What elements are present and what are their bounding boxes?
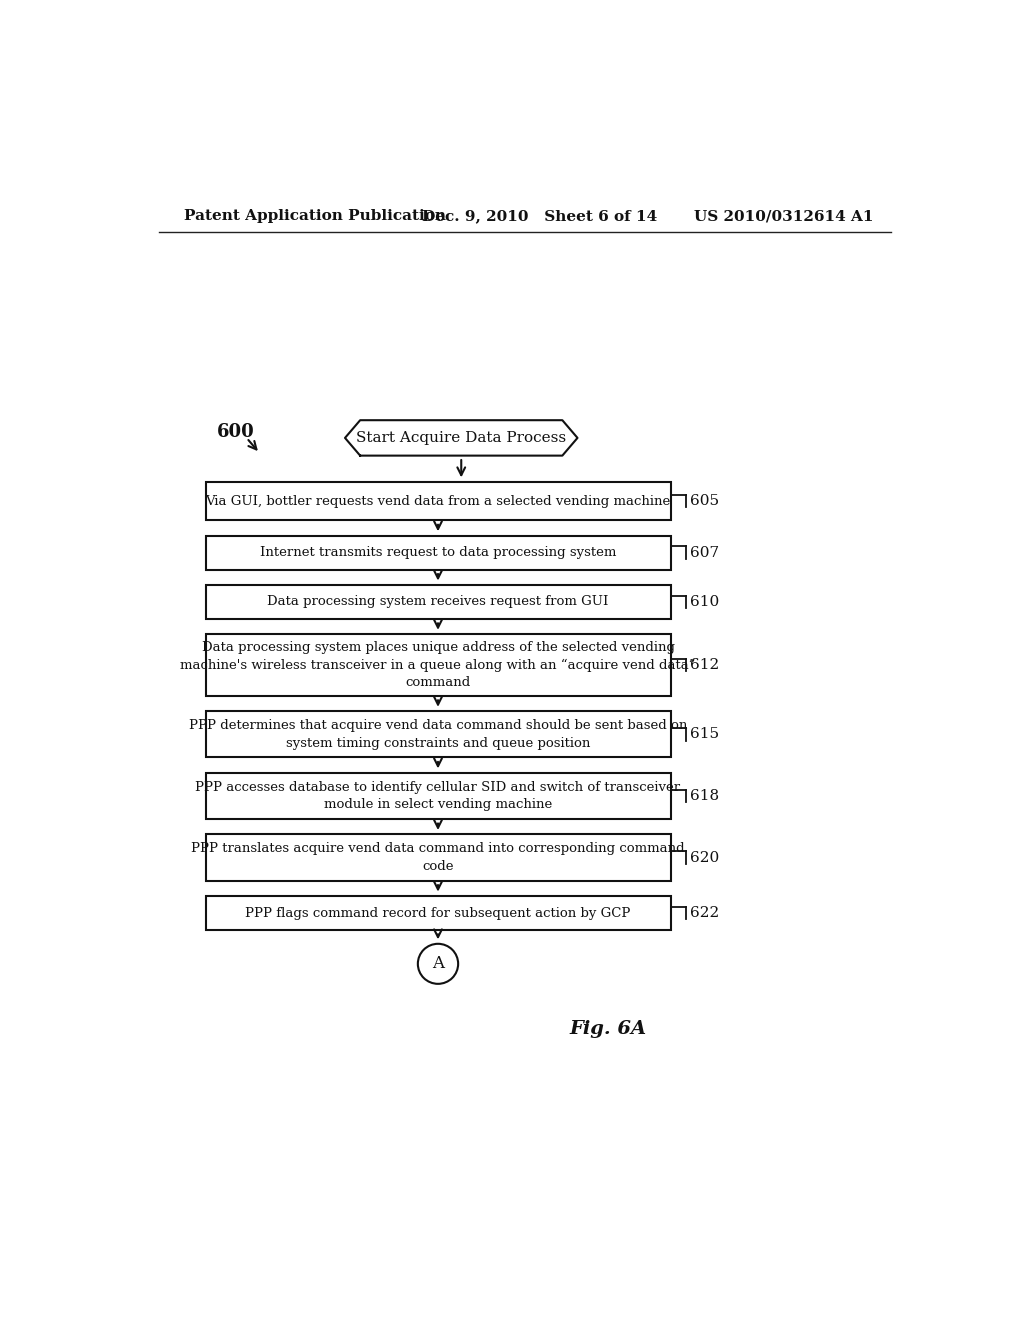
Text: 610: 610 <box>690 595 719 609</box>
Text: PPP flags command record for subsequent action by GCP: PPP flags command record for subsequent … <box>246 907 631 920</box>
Text: Internet transmits request to data processing system: Internet transmits request to data proce… <box>260 546 616 560</box>
FancyBboxPatch shape <box>206 585 671 619</box>
Text: US 2010/0312614 A1: US 2010/0312614 A1 <box>693 209 873 223</box>
Text: 622: 622 <box>690 906 719 920</box>
Text: Dec. 9, 2010   Sheet 6 of 14: Dec. 9, 2010 Sheet 6 of 14 <box>423 209 657 223</box>
FancyBboxPatch shape <box>206 711 671 758</box>
Text: 607: 607 <box>690 545 719 560</box>
Text: Patent Application Publication: Patent Application Publication <box>183 209 445 223</box>
Text: 605: 605 <box>690 494 719 508</box>
FancyBboxPatch shape <box>206 896 671 929</box>
Text: Data processing system places unique address of the selected vending
machine's w: Data processing system places unique add… <box>180 642 695 689</box>
Text: 620: 620 <box>690 850 719 865</box>
Text: Data processing system receives request from GUI: Data processing system receives request … <box>267 595 608 609</box>
Text: PPP translates acquire vend data command into corresponding command
code: PPP translates acquire vend data command… <box>191 842 685 873</box>
Text: Start Acquire Data Process: Start Acquire Data Process <box>356 430 566 445</box>
Text: 600: 600 <box>217 422 255 441</box>
Text: Fig. 6A: Fig. 6A <box>570 1019 647 1038</box>
Text: A: A <box>432 956 444 973</box>
Polygon shape <box>345 420 578 455</box>
FancyBboxPatch shape <box>206 536 671 570</box>
Text: 618: 618 <box>690 789 719 803</box>
Text: PPP accesses database to identify cellular SID and switch of transceiver
module : PPP accesses database to identify cellul… <box>196 780 681 812</box>
FancyBboxPatch shape <box>206 774 671 818</box>
Circle shape <box>418 944 458 983</box>
Text: 612: 612 <box>690 659 719 672</box>
FancyBboxPatch shape <box>206 834 671 880</box>
Text: Via GUI, bottler requests vend data from a selected vending machine: Via GUI, bottler requests vend data from… <box>206 495 671 508</box>
Text: PPP determines that acquire vend data command should be sent based on
system tim: PPP determines that acquire vend data co… <box>188 719 687 750</box>
FancyBboxPatch shape <box>206 482 671 520</box>
FancyBboxPatch shape <box>206 635 671 696</box>
Text: 615: 615 <box>690 727 719 742</box>
